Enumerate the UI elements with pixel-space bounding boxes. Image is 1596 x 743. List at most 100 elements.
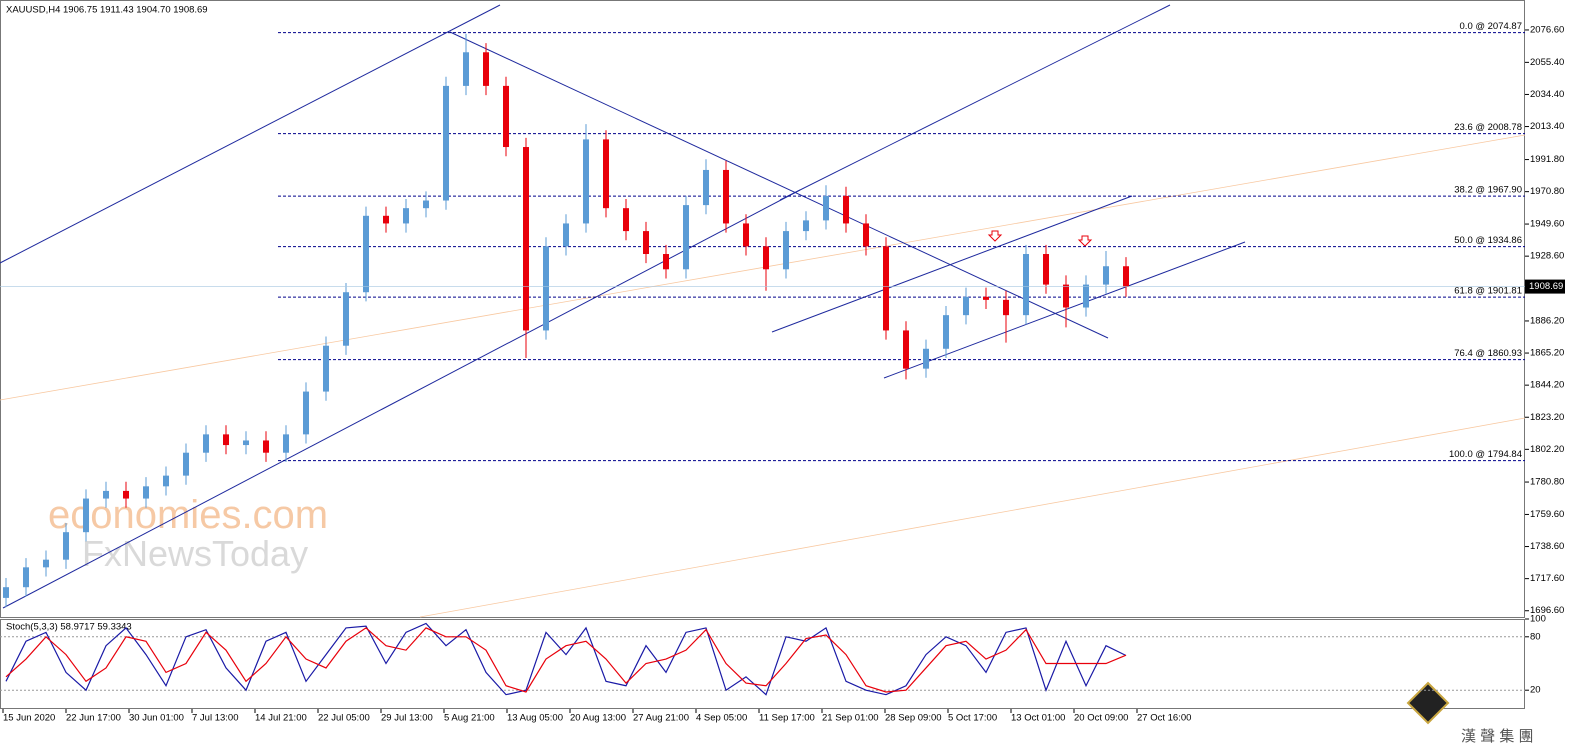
candle-body xyxy=(983,296,989,300)
y-tick-label: 1759.60 xyxy=(1530,509,1564,520)
y-tick-label: 1991.80 xyxy=(1530,154,1564,165)
watermark: FxNewsToday xyxy=(82,533,308,574)
trendline xyxy=(883,241,1246,379)
y-tick-label: 1802.20 xyxy=(1530,444,1564,455)
fib-label: 61.8 @ 1901.81 xyxy=(1454,286,1522,297)
watermark: economies.com xyxy=(48,493,328,537)
candle-body xyxy=(1083,284,1089,308)
candle-body xyxy=(883,246,889,331)
header: XAUUSD,H4 1906.75 1911.43 1904.70 1908.6… xyxy=(6,5,208,16)
candle-body xyxy=(623,208,629,232)
candle-body xyxy=(643,231,649,255)
candle-body xyxy=(83,498,89,533)
last-price-box xyxy=(1525,279,1565,294)
logo-icon xyxy=(1406,681,1450,725)
candle-body xyxy=(563,223,569,247)
candle-body xyxy=(423,200,429,209)
x-tick-label: 5 Aug 21:00 xyxy=(444,713,495,724)
candle-body xyxy=(63,532,69,560)
candle-body xyxy=(743,223,749,247)
candle-body xyxy=(243,440,249,446)
x-tick-label: 20 Aug 13:00 xyxy=(570,713,626,724)
candle-body xyxy=(363,215,369,293)
x-tick-label: 11 Sep 17:00 xyxy=(759,713,815,724)
x-tick-label: 27 Oct 16:00 xyxy=(1137,713,1191,724)
candle-body xyxy=(823,195,829,221)
candle-body xyxy=(303,391,309,435)
candle-body xyxy=(3,587,9,598)
ind-tick-label: 80 xyxy=(1530,631,1541,642)
candle-body xyxy=(503,85,509,148)
candle-body xyxy=(383,215,389,224)
y-tick-label: 2076.60 xyxy=(1530,24,1564,35)
trendline xyxy=(2,189,801,609)
x-tick-label: 21 Sep 01:00 xyxy=(822,713,879,724)
candle-body xyxy=(123,490,129,499)
candle-body xyxy=(323,345,329,392)
x-tick-label: 14 Jul 21:00 xyxy=(255,713,307,724)
candle-body xyxy=(443,85,449,201)
x-tick-label: 7 Jul 13:00 xyxy=(192,713,238,724)
candle-body xyxy=(1043,254,1049,285)
fib-label: 100.0 @ 1794.84 xyxy=(1449,449,1522,460)
y-tick-label: 1823.20 xyxy=(1530,412,1564,423)
candle-body xyxy=(863,223,869,247)
candle-body xyxy=(1103,266,1109,285)
candle-body xyxy=(483,52,489,86)
ind-tick-label: 20 xyxy=(1530,685,1541,696)
y-tick-label: 1696.60 xyxy=(1530,605,1564,616)
x-tick-label: 20 Oct 09:00 xyxy=(1074,713,1128,724)
x-tick-label: 30 Jun 01:00 xyxy=(129,713,184,724)
fib-label: 50.0 @ 1934.86 xyxy=(1454,235,1522,246)
candle-body xyxy=(163,475,169,487)
candle-body xyxy=(343,292,349,346)
y-tick-label: 1780.80 xyxy=(1530,477,1564,488)
y-tick-label: 2013.40 xyxy=(1530,121,1564,132)
y-tick-label: 1886.20 xyxy=(1530,315,1564,326)
indicator-title: Stoch(5,3,3) 58.9717 59.3343 xyxy=(6,622,132,633)
candle-body xyxy=(663,254,669,270)
arrow xyxy=(1077,235,1093,247)
candle-body xyxy=(803,220,809,232)
trendline xyxy=(0,134,1526,401)
fib-label: 38.2 @ 1967.90 xyxy=(1454,185,1522,196)
y-tick-label: 1717.60 xyxy=(1530,573,1564,584)
stoch-line xyxy=(5,627,1127,693)
candle-body xyxy=(1023,254,1029,316)
candle-body xyxy=(403,208,409,224)
x-tick-label: 4 Sep 05:00 xyxy=(696,713,747,724)
candle-body xyxy=(903,330,909,369)
x-tick-label: 28 Sep 09:00 xyxy=(885,713,942,724)
y-tick-label: 1970.80 xyxy=(1530,186,1564,197)
fib-label: 23.6 @ 2008.78 xyxy=(1454,122,1522,133)
trendline xyxy=(0,4,501,264)
indicator-frame xyxy=(0,619,1525,709)
candle-body xyxy=(1123,266,1129,287)
x-tick-label: 27 Aug 21:00 xyxy=(633,713,689,724)
candle-body xyxy=(43,559,49,568)
candle-body xyxy=(783,231,789,270)
candle-body xyxy=(523,147,529,331)
candle-body xyxy=(223,434,229,446)
candle-body xyxy=(763,246,769,270)
trendline xyxy=(771,195,1133,333)
last-price-label: 1908.69 xyxy=(1529,281,1563,292)
candle-body xyxy=(703,169,709,206)
candle-body xyxy=(463,52,469,86)
x-tick-label: 22 Jul 05:00 xyxy=(318,713,370,724)
x-tick-label: 13 Aug 05:00 xyxy=(507,713,563,724)
y-tick-label: 1844.20 xyxy=(1530,380,1564,391)
y-tick-label: 1865.20 xyxy=(1530,348,1564,359)
candle-body xyxy=(23,567,29,588)
ind-tick-label: 100 xyxy=(1530,614,1546,625)
logo: 漢 聲 集 團 xyxy=(1461,728,1534,743)
y-tick-label: 2034.40 xyxy=(1530,89,1564,100)
trendline xyxy=(449,31,1109,339)
trendline xyxy=(419,417,1526,618)
y-tick-label: 2055.40 xyxy=(1530,57,1564,68)
x-tick-label: 5 Oct 17:00 xyxy=(948,713,997,724)
candle-body xyxy=(203,434,209,453)
candle-body xyxy=(263,440,269,453)
candle-body xyxy=(583,139,589,224)
